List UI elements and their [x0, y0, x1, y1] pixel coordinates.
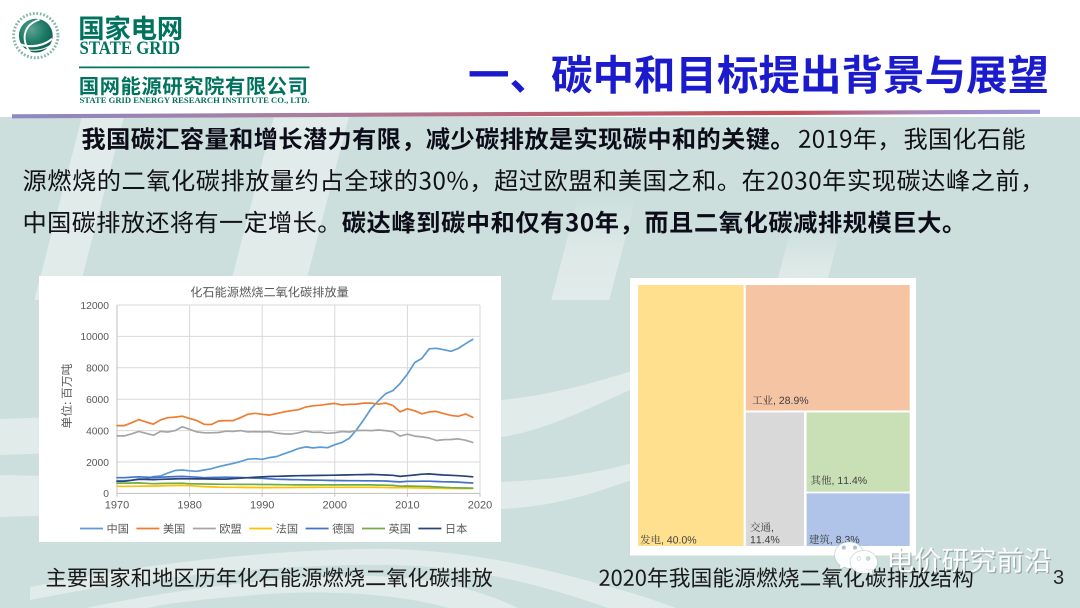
svg-text:3: 3: [1053, 567, 1064, 589]
svg-text:2000: 2000: [323, 500, 347, 512]
svg-text:1990: 1990: [250, 500, 274, 512]
svg-text:10000: 10000: [80, 332, 109, 343]
svg-text:2010: 2010: [395, 500, 419, 512]
svg-text:0: 0: [103, 489, 109, 500]
svg-text:2020: 2020: [468, 500, 492, 512]
svg-text:4000: 4000: [86, 426, 109, 437]
svg-text:8000: 8000: [86, 364, 109, 375]
svg-text:1970: 1970: [105, 500, 129, 512]
svg-text:1980: 1980: [177, 500, 201, 512]
svg-text:STATE GRID: STATE GRID: [80, 38, 181, 59]
svg-text:12000: 12000: [80, 301, 109, 312]
svg-text:2000: 2000: [86, 458, 109, 469]
svg-text:STATE GRID ENERGY RESEARCH INS: STATE GRID ENERGY RESEARCH INSTITUTE CO.…: [80, 95, 310, 105]
svg-text:6000: 6000: [86, 395, 109, 406]
